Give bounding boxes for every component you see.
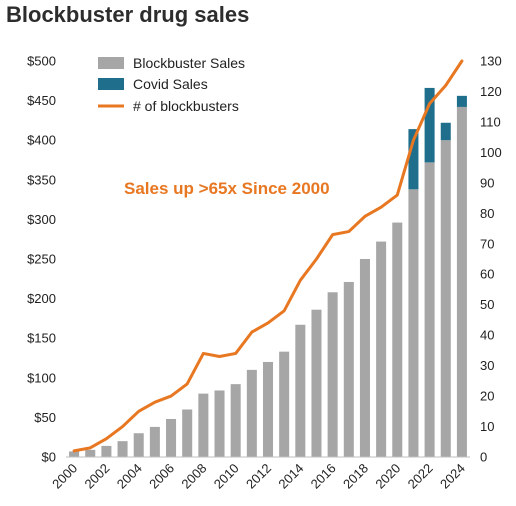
legend-swatch-blockbuster-sales (98, 57, 124, 69)
y2-tick-label-130: 130 (480, 54, 502, 69)
bar-blockbuster-sales-2008 (198, 393, 209, 457)
bar-blockbuster-sales-2017 (343, 281, 354, 457)
x-tick-label-2018: 2018 (340, 461, 371, 492)
bar-blockbuster-sales-2011 (246, 369, 257, 457)
legend-swatch-covid-sales (98, 78, 124, 90)
x-tick-label-2006: 2006 (146, 461, 177, 492)
legend-label-covid-sales: Covid Sales (133, 76, 208, 92)
bar-blockbuster-sales-2020 (392, 222, 403, 457)
legend-label-blockbuster-sales: Blockbuster Sales (133, 55, 245, 71)
x-tick-label-2014: 2014 (275, 461, 306, 492)
y-tick-label-100: $100 (27, 370, 56, 385)
bar-blockbuster-sales-2006 (166, 418, 177, 457)
bar-covid-sales-2023 (440, 122, 451, 141)
y2-tick-label-20: 20 (480, 389, 494, 404)
y2-tick-label-10: 10 (480, 419, 494, 434)
y-tick-label-200: $200 (27, 291, 56, 306)
bar-blockbuster-sales-2003 (117, 441, 128, 457)
y-tick-label-0: $0 (42, 450, 56, 465)
bar-blockbuster-sales-2009 (214, 390, 225, 457)
y2-tick-label-120: 120 (480, 84, 502, 99)
y-tick-label-50: $50 (34, 410, 56, 425)
x-tick-label-2002: 2002 (81, 461, 112, 492)
bars-layer (69, 87, 467, 457)
y-tick-label-500: $500 (27, 54, 56, 69)
x-tick-label-2024: 2024 (437, 461, 468, 492)
bar-blockbuster-sales-2021 (408, 189, 419, 457)
line-layer (72, 59, 464, 453)
y2-tick-label-50: 50 (480, 297, 494, 312)
y2-tick-label-60: 60 (480, 267, 494, 282)
y-tick-label-350: $350 (27, 172, 56, 187)
bar-blockbuster-sales-2024 (456, 106, 467, 457)
bar-blockbuster-sales-2019 (376, 241, 387, 457)
bar-covid-sales-2022 (424, 87, 435, 163)
bar-covid-sales-2024 (456, 95, 467, 107)
x-tick-label-2012: 2012 (243, 461, 274, 492)
bar-blockbuster-sales-2014 (295, 324, 306, 457)
y2-tick-label-90: 90 (480, 175, 494, 190)
bar-blockbuster-sales-2002 (101, 445, 112, 457)
chart-title: Blockbuster drug sales (6, 2, 250, 27)
y-tick-label-250: $250 (27, 252, 56, 267)
y2-tick-label-0: 0 (480, 450, 487, 465)
y2-tick-label-100: 100 (480, 145, 502, 160)
x-tick-label-2008: 2008 (178, 461, 209, 492)
y2-tick-label-30: 30 (480, 358, 494, 373)
legend-label-num-blockbusters: # of blockbusters (133, 98, 239, 114)
bar-blockbuster-sales-2015 (311, 309, 322, 457)
bar-blockbuster-sales-2016 (327, 292, 338, 457)
x-tick-label-2022: 2022 (405, 461, 436, 492)
y2-tick-label-70: 70 (480, 236, 494, 251)
bar-blockbuster-sales-2023 (440, 140, 451, 457)
x-tick-label-2000: 2000 (49, 461, 80, 492)
x-tick-label-2004: 2004 (114, 461, 145, 492)
bar-blockbuster-sales-2005 (149, 426, 160, 457)
annotation-text: Sales up >65x Since 2000 (124, 179, 330, 198)
y-tick-label-400: $400 (27, 133, 56, 148)
bar-blockbuster-sales-2018 (359, 259, 370, 457)
bar-blockbuster-sales-2012 (262, 361, 274, 457)
x-tick-label-2020: 2020 (372, 461, 403, 492)
bar-covid-sales-2021 (408, 129, 419, 190)
line-num-blockbusters (72, 59, 464, 453)
bar-blockbuster-sales-2000 (69, 451, 80, 457)
x-tick-label-2016: 2016 (308, 461, 339, 492)
y-tick-label-150: $150 (27, 331, 56, 346)
x-tick-label-2010: 2010 (211, 461, 242, 492)
bar-blockbuster-sales-2001 (85, 449, 96, 457)
legend: Blockbuster Sales Covid Sales # of block… (98, 55, 245, 114)
bar-blockbuster-sales-2004 (133, 433, 144, 457)
y2-tick-label-110: 110 (480, 114, 501, 129)
bar-blockbuster-sales-2022 (424, 162, 435, 457)
y2-tick-label-80: 80 (480, 206, 494, 221)
bar-blockbuster-sales-2007 (182, 409, 193, 457)
y-tick-label-300: $300 (27, 212, 56, 227)
y2-tick-label-40: 40 (480, 328, 494, 343)
bar-blockbuster-sales-2013 (279, 351, 290, 457)
bar-blockbuster-sales-2010 (230, 384, 241, 457)
y-tick-label-450: $450 (27, 93, 56, 108)
